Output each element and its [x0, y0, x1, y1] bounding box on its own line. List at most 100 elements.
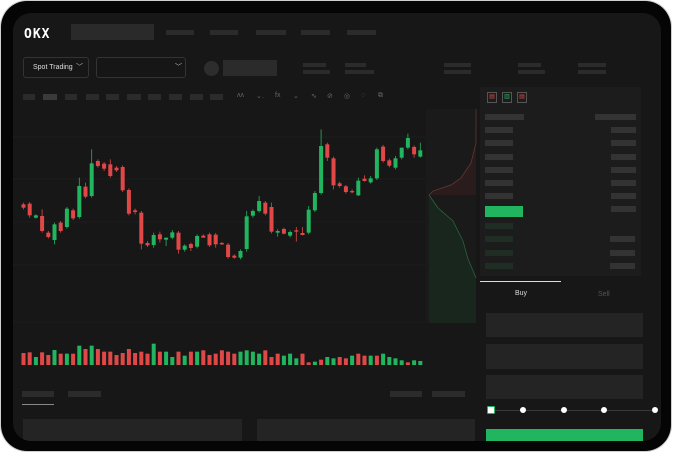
interval-button[interactable]	[106, 94, 119, 100]
last-price-badge	[485, 206, 523, 217]
interval-button[interactable]	[210, 94, 223, 100]
bid-price	[485, 250, 513, 256]
interval-button[interactable]	[65, 94, 77, 100]
ask-price	[485, 180, 513, 186]
chevron-down-icon[interactable]: ⌄	[293, 93, 299, 100]
buy-button[interactable]	[486, 429, 643, 441]
volume-bar	[337, 357, 342, 365]
volume-bar	[64, 353, 69, 365]
slider-step-dot[interactable]	[520, 407, 526, 413]
chevron-down-icon: ﹀	[76, 64, 83, 71]
orderbook-asks-icon[interactable]: ▤	[517, 92, 527, 103]
stat-value	[518, 70, 545, 74]
volume-bar	[356, 353, 361, 365]
amount-input[interactable]	[486, 344, 643, 369]
ask-amount	[611, 180, 636, 186]
tab-open-orders[interactable]	[22, 391, 54, 397]
price-input[interactable]	[486, 313, 643, 337]
volume-bar	[306, 362, 311, 365]
interval-button[interactable]	[23, 94, 35, 100]
volume-bar	[257, 353, 262, 365]
app-screen: OKX Spot Trading ﹀ ﹀ ʌʌ ⌄. fx ⌄ ∿ ⊘ ◎ ◌ …	[13, 13, 661, 441]
slider-step-dot[interactable]	[601, 407, 607, 413]
candlestick-chart[interactable]	[13, 13, 661, 441]
assets-panel	[257, 419, 475, 441]
tab-sell[interactable]: Sell	[598, 291, 610, 298]
bid-price	[485, 263, 513, 269]
draw-line-icon[interactable]: ∿	[311, 93, 317, 100]
candle-body	[226, 244, 231, 257]
slider-step-dot[interactable]	[652, 407, 658, 413]
bid-price	[485, 223, 513, 229]
volume-bar	[95, 349, 100, 365]
ask-price	[485, 193, 513, 199]
slider-step-dot[interactable]	[561, 407, 567, 413]
volume-bar	[201, 350, 206, 365]
market-type-dropdown[interactable]: Spot Trading ﹀	[23, 57, 89, 78]
candle-body	[133, 210, 138, 212]
nav-item[interactable]	[210, 30, 238, 35]
nav-item[interactable]	[301, 30, 330, 35]
target-icon[interactable]: ◎	[344, 93, 351, 100]
volume-bar	[393, 358, 398, 365]
interval-button[interactable]	[127, 94, 141, 100]
candle-body	[288, 232, 293, 236]
volume-bar	[207, 355, 212, 365]
leverage-slider-handle[interactable]	[487, 406, 495, 414]
total-input[interactable]	[486, 375, 643, 399]
bottom-action[interactable]	[432, 391, 465, 397]
candle-body	[331, 158, 336, 186]
candle-body	[201, 235, 206, 238]
volume-bar	[83, 349, 88, 365]
volume-bar	[176, 351, 181, 365]
pencil-icon[interactable]: ⊘	[327, 93, 333, 100]
stat-value	[303, 70, 330, 74]
candle-body	[151, 235, 156, 245]
orderbook-header-amount	[595, 114, 636, 120]
interval-button[interactable]	[169, 94, 182, 100]
candle-body	[145, 243, 150, 246]
nav-item[interactable]	[347, 30, 376, 35]
candle-body	[195, 236, 200, 247]
candle-body	[238, 251, 243, 258]
volume-bar	[182, 355, 187, 365]
orderbook-both-icon[interactable]: ▤	[487, 92, 497, 103]
candle-body	[182, 245, 187, 250]
volume-bar	[58, 353, 63, 365]
settings-icon[interactable]: ◌	[361, 92, 366, 99]
candle-body	[83, 186, 88, 197]
interval-button[interactable]	[86, 94, 99, 100]
fullscreen-icon[interactable]: ⧉	[378, 92, 383, 99]
volume-bar	[362, 355, 367, 365]
candle-body	[405, 138, 410, 148]
volume-bar	[381, 353, 386, 365]
candle-body	[102, 163, 107, 169]
interval-button[interactable]	[148, 94, 161, 100]
volume-bar	[275, 353, 280, 365]
search-bar[interactable]	[71, 24, 154, 40]
interval-button-active[interactable]	[43, 94, 57, 100]
formula-icon[interactable]: fx	[275, 92, 281, 99]
volume-bar	[120, 353, 125, 365]
candle-body	[257, 201, 262, 211]
chart-type-icon[interactable]: ⌄.	[256, 93, 264, 100]
pair-dropdown[interactable]: ﹀	[96, 57, 186, 78]
candle-body	[374, 149, 379, 179]
tab-order-history[interactable]	[68, 391, 101, 397]
chevron-down-icon: ﹀	[175, 64, 182, 71]
volume-bar	[263, 350, 268, 365]
nav-item[interactable]	[256, 30, 286, 35]
nav-item[interactable]	[166, 30, 194, 35]
volume-bar	[288, 353, 293, 365]
volume-bar	[250, 351, 255, 365]
indicator-icon[interactable]: ʌʌ	[237, 92, 244, 99]
candle-body	[52, 224, 57, 240]
bottom-action[interactable]	[390, 391, 422, 397]
ask-amount	[611, 206, 636, 212]
interval-button[interactable]	[190, 94, 203, 100]
volume-bar	[232, 353, 237, 365]
orderbook-bids-icon[interactable]: ▥	[502, 92, 512, 103]
volume-bar	[418, 361, 423, 365]
leverage-slider-track[interactable]	[491, 410, 656, 411]
tab-buy[interactable]: Buy	[515, 290, 528, 297]
